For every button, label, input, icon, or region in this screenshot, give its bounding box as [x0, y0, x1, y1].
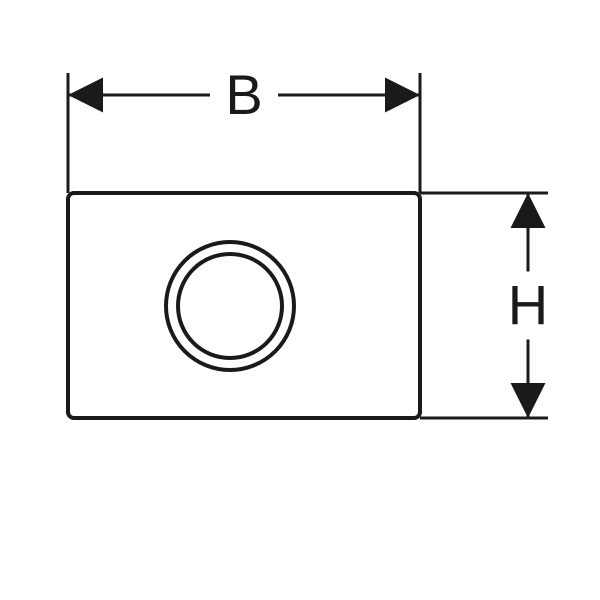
button-circle-inner: [178, 254, 282, 358]
button-circle-outer: [166, 242, 294, 370]
plate-rectangle: [68, 193, 420, 418]
dim-label-width: B: [225, 63, 262, 126]
technical-diagram: B H: [0, 0, 600, 600]
dim-label-height: H: [508, 273, 548, 336]
